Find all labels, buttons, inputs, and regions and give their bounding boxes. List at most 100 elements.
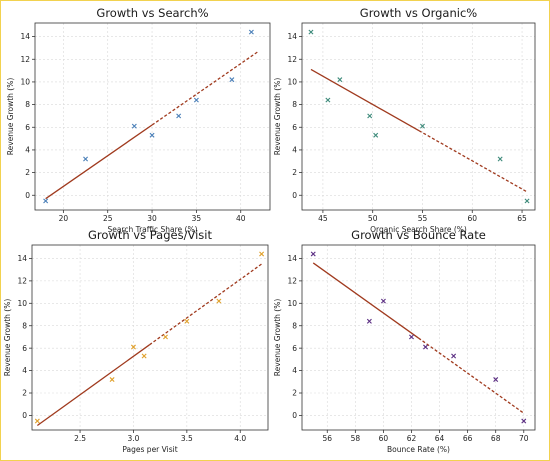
x-tick-label: 68 bbox=[491, 434, 501, 443]
y-tick-label: 6 bbox=[292, 123, 297, 132]
x-axis-label: Pages per Visit bbox=[122, 445, 177, 454]
data-point bbox=[497, 156, 503, 162]
data-point bbox=[310, 251, 316, 257]
data-point bbox=[109, 377, 115, 383]
data-point bbox=[308, 29, 314, 35]
x-axis-label: Search Traffic Share (%) bbox=[107, 225, 197, 234]
y-tick-label: 2 bbox=[292, 168, 297, 177]
y-tick-label: 14 bbox=[17, 254, 27, 263]
data-point bbox=[162, 334, 168, 340]
data-point bbox=[130, 344, 136, 350]
x-tick-label: 64 bbox=[435, 434, 445, 443]
y-axis-label: Revenue Growth (%) bbox=[6, 78, 15, 156]
data-point bbox=[524, 198, 530, 204]
data-point bbox=[337, 77, 343, 83]
data-point bbox=[493, 377, 499, 383]
data-point bbox=[248, 29, 254, 35]
data-point bbox=[423, 344, 429, 350]
y-tick-label: 4 bbox=[22, 366, 27, 375]
chart-title: Growth vs Pages/Visit bbox=[88, 228, 212, 242]
data-point bbox=[176, 113, 182, 119]
x-tick-label: 60 bbox=[467, 214, 477, 223]
x-tick-label: 58 bbox=[351, 434, 361, 443]
y-tick-label: 14 bbox=[287, 32, 297, 41]
y-tick-label: 2 bbox=[22, 389, 27, 398]
y-tick-label: 0 bbox=[25, 191, 30, 200]
y-tick-label: 12 bbox=[17, 276, 27, 285]
data-point bbox=[408, 334, 414, 340]
y-tick-label: 4 bbox=[292, 146, 297, 155]
x-tick-label: 55 bbox=[418, 214, 428, 223]
data-point bbox=[34, 418, 40, 424]
trend-line-solid bbox=[36, 344, 150, 427]
x-tick-label: 70 bbox=[519, 434, 529, 443]
data-point bbox=[141, 353, 147, 359]
x-tick-label: 2.5 bbox=[74, 434, 86, 443]
data-point bbox=[229, 77, 235, 83]
chart-panel-2: 45 50 55 60 65 0 2 4 6 8 10 12 14 Growth vs Organic% O… bbox=[273, 6, 536, 234]
y-tick-label: 0 bbox=[22, 411, 27, 420]
data-point bbox=[521, 418, 527, 424]
chart-panel-1: 20 25 30 35 40 0 2 4 6 8 10 12 14 Growth vs Search% Se… bbox=[6, 6, 271, 234]
chart-title: Growth vs Search% bbox=[96, 6, 208, 20]
data-point bbox=[325, 97, 331, 103]
trend-line-solid bbox=[312, 262, 419, 339]
y-tick-label: 14 bbox=[20, 32, 30, 41]
x-tick-label: 20 bbox=[59, 214, 69, 223]
trend-line-solid bbox=[45, 124, 153, 200]
chart-title: Growth vs Organic% bbox=[360, 6, 477, 20]
x-tick-label: 4.0 bbox=[234, 434, 246, 443]
y-tick-label: 6 bbox=[25, 123, 30, 132]
y-axis-label: Revenue Growth (%) bbox=[3, 299, 12, 377]
y-tick-label: 8 bbox=[292, 321, 297, 330]
trend-line-solid bbox=[310, 68, 420, 132]
data-point bbox=[259, 251, 265, 257]
y-tick-label: 10 bbox=[17, 299, 27, 308]
trend-line-dashed bbox=[418, 130, 528, 193]
x-tick-label: 45 bbox=[318, 214, 328, 223]
data-point bbox=[216, 298, 222, 304]
data-point bbox=[373, 132, 379, 138]
data-point bbox=[193, 97, 199, 103]
data-point bbox=[131, 123, 137, 129]
y-tick-label: 6 bbox=[292, 344, 297, 353]
plot-area bbox=[301, 22, 536, 211]
x-axis-label: Organic Search Share (%) bbox=[370, 225, 467, 234]
y-tick-label: 10 bbox=[287, 299, 297, 308]
x-tick-label: 30 bbox=[147, 214, 157, 223]
y-tick-label: 10 bbox=[287, 78, 297, 87]
x-axis-label: Bounce Rate (%) bbox=[387, 445, 450, 454]
data-point bbox=[366, 318, 372, 324]
y-tick-label: 12 bbox=[20, 55, 30, 64]
y-tick-label: 6 bbox=[22, 344, 27, 353]
data-point bbox=[83, 156, 89, 162]
x-tick-label: 62 bbox=[407, 434, 417, 443]
trend-line-dashed bbox=[151, 50, 259, 126]
x-tick-label: 65 bbox=[517, 214, 527, 223]
x-tick-label: 35 bbox=[192, 214, 202, 223]
data-point bbox=[149, 132, 155, 138]
x-tick-label: 3.5 bbox=[181, 434, 193, 443]
y-tick-label: 8 bbox=[25, 100, 30, 109]
y-tick-label: 4 bbox=[292, 366, 297, 375]
y-tick-label: 8 bbox=[22, 321, 27, 330]
chart-title: Growth vs Bounce Rate bbox=[351, 228, 486, 242]
y-tick-label: 4 bbox=[25, 146, 30, 155]
y-tick-label: 12 bbox=[287, 276, 297, 285]
plot-area bbox=[34, 22, 271, 211]
data-point bbox=[380, 298, 386, 304]
plot-area bbox=[301, 244, 536, 431]
x-tick-label: 66 bbox=[463, 434, 473, 443]
y-tick-label: 2 bbox=[25, 168, 30, 177]
x-tick-label: 50 bbox=[368, 214, 378, 223]
data-point bbox=[43, 198, 49, 204]
trend-line-dashed bbox=[418, 337, 525, 414]
y-tick-label: 14 bbox=[287, 254, 297, 263]
x-tick-label: 60 bbox=[379, 434, 389, 443]
x-tick-label: 56 bbox=[322, 434, 332, 443]
x-tick-label: 25 bbox=[103, 214, 113, 223]
y-tick-label: 0 bbox=[292, 191, 297, 200]
y-axis-label: Revenue Growth (%) bbox=[273, 299, 282, 377]
y-tick-label: 0 bbox=[292, 411, 297, 420]
